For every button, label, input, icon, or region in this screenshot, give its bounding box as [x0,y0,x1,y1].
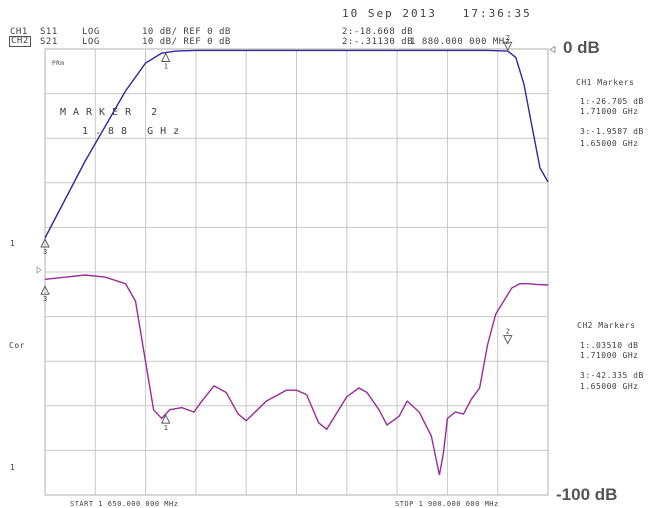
ref-pointer-top [549,45,556,54]
marker-ch1-1 [160,52,171,62]
s11-trace [44,49,549,239]
marker-ch2-2 [503,335,513,345]
ch2-marker1-value: 1:.03510 dB [580,341,639,350]
ch2-marker-freq: 1 880.000 000 MHz [410,37,511,47]
ch1-scale: 10 dB/ REF 0 dB [142,27,231,37]
marker-ch1-2 [503,41,513,52]
marker-label: 1 [164,63,168,71]
trace-lines [44,49,549,476]
marker-label: 3 [43,295,47,303]
trace-markers: 3 1 2 3 1 2 [40,34,513,432]
marker-ch2-3 [40,285,50,295]
ch2-markers-title: CH2 Markers [577,321,636,330]
ch2-param: S21 [40,37,58,47]
stop-frequency: STOP 1 900.000 000 MHz [395,500,499,508]
ch1-format: LOG [82,27,100,37]
plot-corner-tag: PRm [52,60,65,67]
datetime: 10 Sep 2013 17:36:35 [342,7,532,20]
ch1-marker-readout: 2:-18.668 dB [342,27,414,37]
ch1-marker1-value: 1:-26.705 dB [580,97,644,106]
ch2-marker1-freq: 1.71000 GHz [580,351,639,360]
s21-trace [44,274,549,476]
start-frequency: START 1 650.000 000 MHz [70,500,179,508]
ch1-markers-title: CH1 Markers [576,78,635,87]
ref-bottom-label: -100 dB [556,485,618,504]
plot-grid [36,45,556,496]
ch2-label[interactable]: CH2 [9,36,31,47]
marker-label: 1 [164,424,168,432]
ch2-marker-readout: 2:-.31130 dB [342,37,414,47]
marker-label: 3 [43,248,47,256]
ch2-ref-indicator: 1 [10,463,16,472]
ch1-param: S11 [40,27,58,37]
ch1-marker3-value: 3:-1.9587 dB [580,127,644,136]
marker-ch1-3 [40,237,50,248]
marker-label: 2 [506,34,510,42]
ch1-ref-indicator: 1 [10,239,16,248]
ch1-marker1-freq: 1.71000 GHz [580,107,639,116]
correction-indicator: Cor [9,341,25,350]
ch1-label[interactable]: CH1 [10,27,28,37]
ref-top-label: 0 dB [563,38,600,57]
ch1-marker3-freq: 1.65000 GHz [580,139,639,148]
marker-annotation-freq: 1.88 GHz [82,126,187,137]
marker-label: 2 [506,328,510,336]
ref-pointer-left [36,266,42,274]
ch2-format: LOG [82,37,100,47]
ch2-scale: 10 dB/ REF 0 dB [142,37,231,47]
marker-ch2-1 [160,414,171,424]
ch2-marker3-value: 3:-42.335 dB [580,371,644,380]
ch2-marker3-freq: 1.65000 GHz [580,382,639,391]
